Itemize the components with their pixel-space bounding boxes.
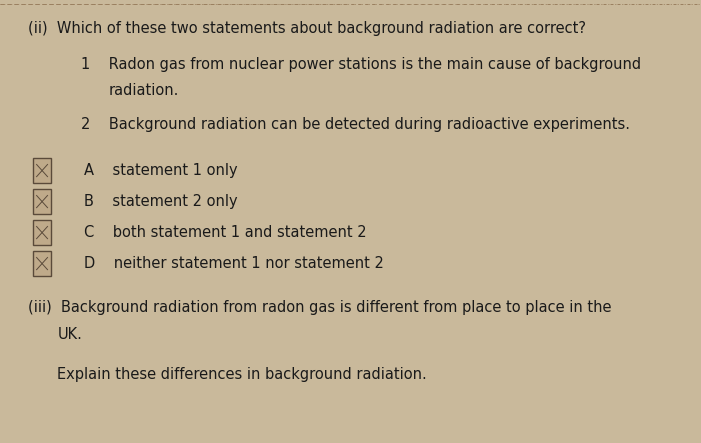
Text: UK.: UK.	[57, 327, 82, 342]
Text: D    neither statement 1 nor statement 2: D neither statement 1 nor statement 2	[84, 256, 384, 271]
Text: A    statement 1 only: A statement 1 only	[84, 163, 238, 178]
Text: B    statement 2 only: B statement 2 only	[84, 194, 238, 209]
Text: C    both statement 1 and statement 2: C both statement 1 and statement 2	[84, 225, 367, 240]
Text: (ii)  Which of these two statements about background radiation are correct?: (ii) Which of these two statements about…	[28, 21, 586, 36]
Text: 2    Background radiation can be detected during radioactive experiments.: 2 Background radiation can be detected d…	[81, 117, 629, 132]
Text: radiation.: radiation.	[109, 83, 179, 98]
Bar	[33, 159, 51, 183]
Text: 1    Radon gas from nuclear power stations is the main cause of background: 1 Radon gas from nuclear power stations …	[81, 57, 641, 72]
Text: Explain these differences in background radiation.: Explain these differences in background …	[57, 367, 427, 382]
Text: (iii)  Background radiation from radon gas is different from place to place in t: (iii) Background radiation from radon ga…	[28, 300, 611, 315]
Bar	[33, 189, 51, 214]
Bar	[33, 252, 51, 276]
Bar	[33, 221, 51, 245]
